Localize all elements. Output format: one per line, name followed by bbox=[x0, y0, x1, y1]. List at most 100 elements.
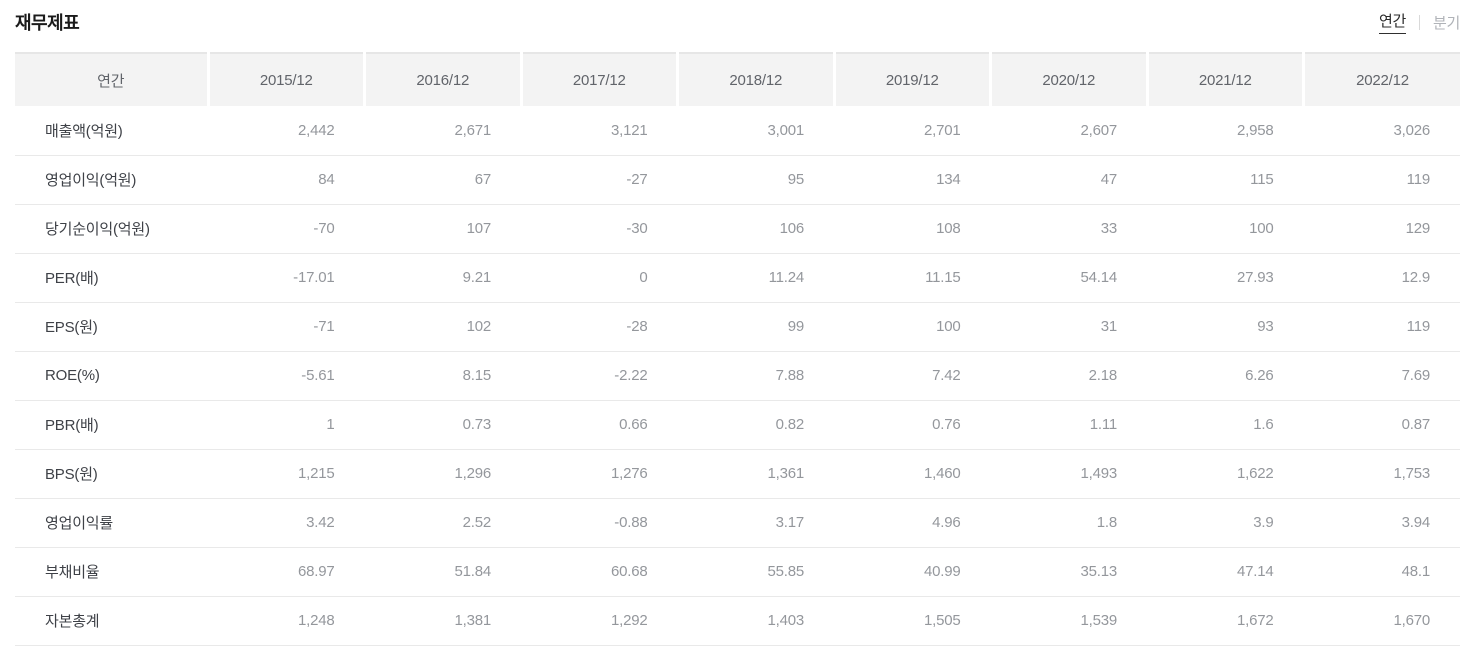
metric-value: 3,001 bbox=[677, 106, 834, 156]
metric-value: 48.1 bbox=[1303, 547, 1460, 597]
metric-value: 33 bbox=[990, 204, 1147, 254]
metric-value: 1.11 bbox=[990, 400, 1147, 450]
metric-value: 1,753 bbox=[1303, 449, 1460, 499]
metric-value: 3.9 bbox=[1147, 498, 1304, 548]
table-row: 당기순이익(억원) -70 107 -30 106 108 33 100 129 bbox=[15, 204, 1460, 254]
tab-quarterly[interactable]: 분기 bbox=[1432, 14, 1460, 32]
metric-value: 115 bbox=[1147, 155, 1304, 205]
metric-value: 2,958 bbox=[1147, 106, 1304, 156]
metric-value: 8.15 bbox=[364, 351, 521, 401]
metric-value: 0 bbox=[521, 253, 678, 303]
metric-value: 1,403 bbox=[677, 596, 834, 646]
year-column-header: 2022/12 bbox=[1302, 52, 1460, 106]
period-tabs: 연간 분기 bbox=[1378, 10, 1460, 34]
metric-label: BPS(원) bbox=[15, 449, 208, 499]
metric-value: 27.93 bbox=[1147, 253, 1304, 303]
metric-value: -70 bbox=[208, 204, 365, 254]
metric-value: 0.82 bbox=[677, 400, 834, 450]
header-row: 연간 2015/12 2016/12 2017/12 2018/12 2019/12 20… bbox=[15, 52, 1460, 106]
tab-separator bbox=[1418, 14, 1420, 30]
metric-value: 1,296 bbox=[364, 449, 521, 499]
tab-annual[interactable]: 연간 bbox=[1378, 10, 1406, 34]
metric-value: 119 bbox=[1303, 155, 1460, 205]
metric-value: 1,505 bbox=[834, 596, 991, 646]
metric-value: 40.99 bbox=[834, 547, 991, 597]
metric-value: 47.14 bbox=[1147, 547, 1304, 597]
table-row: 자본총계 1,248 1,381 1,292 1,403 1,505 1,539 1,672 1… bbox=[15, 596, 1460, 646]
metric-value: 3.94 bbox=[1303, 498, 1460, 548]
metric-value: -2.22 bbox=[521, 351, 678, 401]
metric-value: 134 bbox=[834, 155, 991, 205]
metric-value: 1.6 bbox=[1147, 400, 1304, 450]
table-row: BPS(원) 1,215 1,296 1,276 1,361 1,460 1,493 1,62… bbox=[15, 449, 1460, 499]
metric-label: EPS(원) bbox=[15, 302, 208, 352]
metric-label: 매출액(억원) bbox=[15, 106, 208, 156]
metric-value: 3.42 bbox=[208, 498, 365, 548]
metric-value: 1,622 bbox=[1147, 449, 1304, 499]
metric-value: 31 bbox=[990, 302, 1147, 352]
metric-value: 1,493 bbox=[990, 449, 1147, 499]
year-column-header: 2020/12 bbox=[989, 52, 1147, 106]
table-body: 매출액(억원) 2,442 2,671 3,121 3,001 2,701 2,607 2,9… bbox=[15, 106, 1460, 646]
metric-value: -28 bbox=[521, 302, 678, 352]
metric-value: 99 bbox=[677, 302, 834, 352]
metric-value: 1 bbox=[208, 400, 365, 450]
metric-value: 0.66 bbox=[521, 400, 678, 450]
metric-value: 55.85 bbox=[677, 547, 834, 597]
metric-value: 51.84 bbox=[364, 547, 521, 597]
metric-value: 4.96 bbox=[834, 498, 991, 548]
metric-label: 자본총계 bbox=[15, 596, 208, 646]
metric-value: -27 bbox=[521, 155, 678, 205]
panel-header: 재무제표 연간 분기 bbox=[15, 6, 1460, 38]
page-title: 재무제표 bbox=[15, 13, 80, 33]
table-row: 부채비율 68.97 51.84 60.68 55.85 40.99 35.13 47.14 4… bbox=[15, 547, 1460, 597]
metric-label: PBR(배) bbox=[15, 400, 208, 450]
metric-value: 7.88 bbox=[677, 351, 834, 401]
metric-value: -17.01 bbox=[208, 253, 365, 303]
metric-value: 1,539 bbox=[990, 596, 1147, 646]
year-column-header: 2018/12 bbox=[676, 52, 834, 106]
metric-value: 2,442 bbox=[208, 106, 365, 156]
metric-value: 11.15 bbox=[834, 253, 991, 303]
metric-value: 107 bbox=[364, 204, 521, 254]
year-column-header: 2021/12 bbox=[1145, 52, 1304, 106]
table-row: EPS(원) -71 102 -28 99 100 31 93 119 bbox=[15, 302, 1460, 352]
year-column-header: 2016/12 bbox=[363, 52, 521, 106]
year-column-header: 2017/12 bbox=[519, 52, 678, 106]
metric-value: 68.97 bbox=[208, 547, 365, 597]
metric-value: 3.17 bbox=[677, 498, 834, 548]
metric-label: 당기순이익(억원) bbox=[15, 204, 208, 254]
metric-value: 95 bbox=[677, 155, 834, 205]
metric-value: 54.14 bbox=[990, 253, 1147, 303]
metric-label: 영업이익(억원) bbox=[15, 155, 208, 205]
table-row: 영업이익률 3.42 2.52 -0.88 3.17 4.96 1.8 3.9 3.94 bbox=[15, 498, 1460, 548]
metric-value: 1,672 bbox=[1147, 596, 1304, 646]
metric-value: 102 bbox=[364, 302, 521, 352]
metric-value: 2.52 bbox=[364, 498, 521, 548]
metric-value: 129 bbox=[1303, 204, 1460, 254]
metric-value: 7.69 bbox=[1303, 351, 1460, 401]
metric-value: 1,292 bbox=[521, 596, 678, 646]
table-row: PER(배) -17.01 9.21 0 11.24 11.15 54.14 27.93 12.… bbox=[15, 253, 1460, 303]
metric-value: 3,026 bbox=[1303, 106, 1460, 156]
metric-value: 1.8 bbox=[990, 498, 1147, 548]
metric-value: -30 bbox=[521, 204, 678, 254]
metric-label: ROE(%) bbox=[15, 351, 208, 401]
metric-value: 6.26 bbox=[1147, 351, 1304, 401]
metric-value: 0.76 bbox=[834, 400, 991, 450]
metric-value: 67 bbox=[364, 155, 521, 205]
year-column-header: 2015/12 bbox=[206, 52, 365, 106]
metric-value: 11.24 bbox=[677, 253, 834, 303]
metric-value: 47 bbox=[990, 155, 1147, 205]
metric-value: 12.9 bbox=[1303, 253, 1460, 303]
metric-value: 0.73 bbox=[364, 400, 521, 450]
metric-value: 108 bbox=[834, 204, 991, 254]
metric-value: 7.42 bbox=[834, 351, 991, 401]
metric-label: 영업이익률 bbox=[15, 498, 208, 548]
metric-value: 60.68 bbox=[521, 547, 678, 597]
metric-value: 2,671 bbox=[364, 106, 521, 156]
financial-table: 연간 2015/12 2016/12 2017/12 2018/12 2019/12 20… bbox=[15, 52, 1460, 646]
table-row: 매출액(억원) 2,442 2,671 3,121 3,001 2,701 2,607 2,9… bbox=[15, 106, 1460, 156]
metric-value: 100 bbox=[834, 302, 991, 352]
